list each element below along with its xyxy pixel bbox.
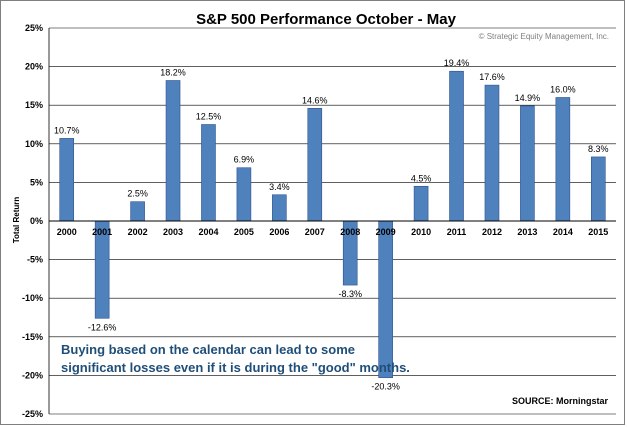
data-label-2014: 16.0% [550, 84, 576, 94]
data-label-2001: -12.6% [88, 322, 117, 332]
data-label-2010: 4.5% [411, 173, 432, 183]
y-tick-label: 20% [25, 62, 43, 72]
y-axis-label: Total Return [12, 197, 21, 244]
bar-2004 [201, 124, 216, 222]
source-text: SOURCE: Morningstar [512, 396, 609, 406]
x-tick-label-2010: 2010 [411, 227, 431, 237]
x-tick-label-2006: 2006 [269, 227, 289, 237]
data-label-2002: 2.5% [127, 189, 148, 199]
x-tick-label-2003: 2003 [163, 227, 183, 237]
x-tick-label-2013: 2013 [517, 227, 537, 237]
y-tick-label: -10% [22, 293, 43, 303]
y-tick-label: 15% [25, 100, 43, 110]
data-label-2013: 14.9% [515, 93, 541, 103]
x-tick-label-2011: 2011 [447, 227, 467, 237]
x-tick-label-2005: 2005 [234, 227, 254, 237]
y-tick-label: 5% [30, 177, 43, 187]
y-tick-label: -20% [22, 370, 43, 380]
x-tick-label-2007: 2007 [305, 227, 325, 237]
x-tick-label-2002: 2002 [128, 227, 148, 237]
bar-2003 [165, 80, 181, 222]
data-label-2015: 8.3% [588, 144, 609, 154]
bar-2010 [413, 185, 429, 222]
data-label-2006: 3.4% [269, 182, 290, 192]
bar-2012 [484, 84, 500, 222]
x-tick-label-2014: 2014 [553, 227, 573, 237]
bar-2007 [307, 107, 323, 222]
data-label-2012: 17.6% [479, 72, 505, 82]
data-label-2011: 19.4% [444, 58, 470, 68]
data-label-2003: 18.2% [160, 67, 186, 77]
chart-title: S&P 500 Performance October - May [196, 11, 456, 28]
x-tick-label-2015: 2015 [588, 227, 608, 237]
y-tick-label: -15% [22, 332, 43, 342]
x-tick-label-2001: 2001 [92, 227, 112, 237]
copyright-text: © Strategic Equity Management, Inc. [479, 32, 609, 41]
y-axis-ticks: 25% 20% 15% 10% 5% 0% -5% -10% -15% -20% -25% [22, 23, 43, 419]
data-labels: 10.7% -12.6% 2.5% 18.2% 12.5% 6.9% 3.4% 14.6% -8… [54, 58, 609, 391]
y-tick-label: -25% [22, 409, 43, 419]
annotation-note-line-1: Buying based on the calendar can lead to… [61, 342, 355, 357]
data-label-2005: 6.9% [234, 155, 255, 165]
y-tick-label: 25% [25, 23, 43, 33]
bar-2002 [130, 201, 145, 222]
y-tick-label: -5% [27, 255, 43, 265]
bar-2009 [378, 220, 393, 379]
bar-2005 [236, 167, 252, 222]
bar-2013 [520, 105, 535, 222]
data-label-2008: -8.3% [338, 289, 362, 299]
x-tick-label-2000: 2000 [57, 227, 77, 237]
bar-2014 [555, 97, 571, 222]
x-axis-ticks: 2000 2001 2002 2003 2004 2005 2006 2007 2008 2009… [57, 227, 609, 237]
x-tick-label-2009: 2009 [376, 227, 396, 237]
bar-2011 [449, 70, 464, 222]
data-label-2009: -20.3% [371, 382, 400, 392]
data-label-2004: 12.5% [196, 112, 222, 122]
x-tick-label-2008: 2008 [340, 227, 360, 237]
bar-2015 [590, 156, 606, 222]
data-label-2007: 14.6% [302, 95, 328, 105]
data-label-2000: 10.7% [54, 125, 80, 135]
y-tick-label: 10% [25, 139, 43, 149]
annotation-note-line-2: significant losses even if it is during … [61, 360, 410, 375]
bar-2006 [272, 194, 287, 222]
x-tick-label-2004: 2004 [198, 227, 218, 237]
bar-2000 [59, 138, 75, 222]
y-tick-label: 0% [30, 216, 43, 226]
bars [59, 70, 606, 379]
x-tick-label-2012: 2012 [482, 227, 502, 237]
